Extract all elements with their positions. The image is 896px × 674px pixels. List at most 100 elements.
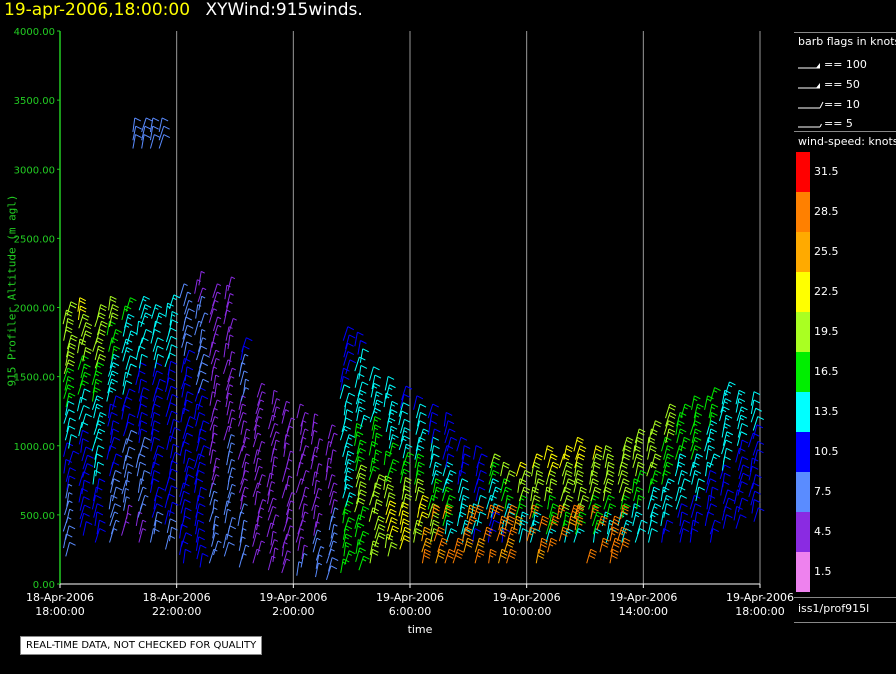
barb-staff	[383, 475, 387, 491]
barb-flag	[495, 486, 502, 491]
barb-flag	[596, 522, 601, 526]
speed-swatch	[796, 352, 810, 392]
barb-flag	[678, 420, 685, 425]
barb-staff	[752, 416, 759, 431]
barb-flag	[371, 510, 379, 515]
x-tick-label-date: 18-Apr-2006	[143, 591, 211, 604]
barb-flag	[710, 420, 718, 425]
barb-flag	[741, 439, 749, 444]
barb-flag	[532, 507, 539, 512]
barb-flag	[579, 445, 587, 450]
barb-flag	[67, 354, 74, 359]
barb-staff	[709, 520, 716, 535]
barb-flag	[591, 481, 599, 486]
axes: 0.00500.001000.001500.002000.002500.0030…	[14, 27, 794, 618]
barb-flag	[228, 301, 233, 304]
barb-flag	[139, 461, 147, 466]
barb-staff	[312, 413, 316, 428]
barb-flag	[359, 484, 367, 489]
barb-flag	[145, 117, 153, 122]
barb-flag	[214, 299, 219, 303]
barb-staff	[355, 473, 361, 488]
barb-flag	[113, 478, 120, 483]
barb-flag	[415, 528, 423, 532]
barb-staff	[168, 527, 173, 542]
barb-staff	[254, 408, 261, 423]
barb-flag	[389, 511, 396, 516]
barb-flag	[742, 464, 750, 469]
barb-staff	[238, 536, 243, 551]
barb-flag	[625, 439, 633, 444]
barb-staff	[125, 297, 131, 312]
barb-staff	[65, 542, 71, 557]
barb-flag	[491, 481, 496, 485]
barb-staff	[538, 515, 544, 531]
barb-flag	[330, 548, 335, 552]
barb-staff	[650, 453, 656, 469]
barb-flag	[612, 548, 619, 553]
barb-staff	[199, 312, 206, 328]
barb-flag	[622, 497, 627, 501]
barb-staff	[518, 520, 523, 535]
barb-flag	[101, 320, 108, 325]
barb-staff	[132, 117, 136, 132]
barb-staff	[736, 431, 742, 446]
barb-flag	[480, 494, 487, 499]
barb-flag	[536, 503, 543, 508]
barb-flag	[478, 548, 485, 553]
barb-flag	[72, 450, 80, 455]
barb-staff	[141, 329, 147, 344]
barb-staff	[227, 459, 232, 474]
speed-swatch	[796, 152, 810, 192]
barb-staff	[151, 370, 158, 386]
barb-flag	[540, 521, 548, 526]
barb-flag	[695, 428, 702, 433]
barb-staff	[374, 433, 377, 448]
barb-staff	[301, 470, 307, 485]
grid-lines	[176, 31, 761, 584]
barb-flag	[65, 458, 73, 463]
barb-staff	[675, 495, 682, 510]
barb-staff	[164, 510, 169, 525]
barb-staff	[355, 464, 362, 480]
barb-flag	[666, 519, 674, 524]
barb-staff	[225, 326, 230, 341]
barb-staff	[183, 391, 188, 406]
barb-flag	[96, 365, 101, 368]
barb-staff	[180, 408, 184, 423]
barb-staff	[283, 517, 289, 532]
barb-flag	[256, 532, 261, 535]
barb-flag	[476, 507, 484, 512]
barb-staff	[329, 432, 335, 448]
barb-staff	[65, 525, 70, 540]
barb-staff	[548, 478, 552, 493]
barb-staff	[140, 304, 146, 319]
barb-flag	[85, 413, 92, 418]
barb-flag	[359, 472, 367, 477]
barb-flag	[345, 486, 350, 490]
barb-flag	[576, 481, 583, 486]
barb-flag	[129, 300, 134, 303]
barb-flag	[722, 409, 727, 413]
barb-flag	[565, 514, 570, 518]
barb-flag	[450, 470, 457, 474]
barb-staff	[646, 437, 650, 452]
barb-staff	[753, 507, 759, 522]
barb-flag	[649, 448, 657, 453]
barb-flag	[478, 461, 485, 466]
barb-staff	[223, 500, 228, 515]
barb-flag	[155, 362, 163, 367]
barb-staff	[414, 478, 419, 493]
barb-flag	[473, 503, 480, 508]
barb-staff	[94, 312, 100, 328]
barb-flag	[510, 507, 517, 512]
barb-staff	[110, 470, 116, 485]
barb-flag	[172, 501, 179, 506]
barb-flag	[726, 447, 733, 452]
barb-flag	[722, 481, 730, 485]
barb-staff	[110, 478, 115, 493]
barb-flag	[85, 322, 93, 326]
barb-flag	[142, 298, 147, 302]
barb-flag	[349, 359, 357, 364]
barb-flag	[127, 421, 135, 426]
